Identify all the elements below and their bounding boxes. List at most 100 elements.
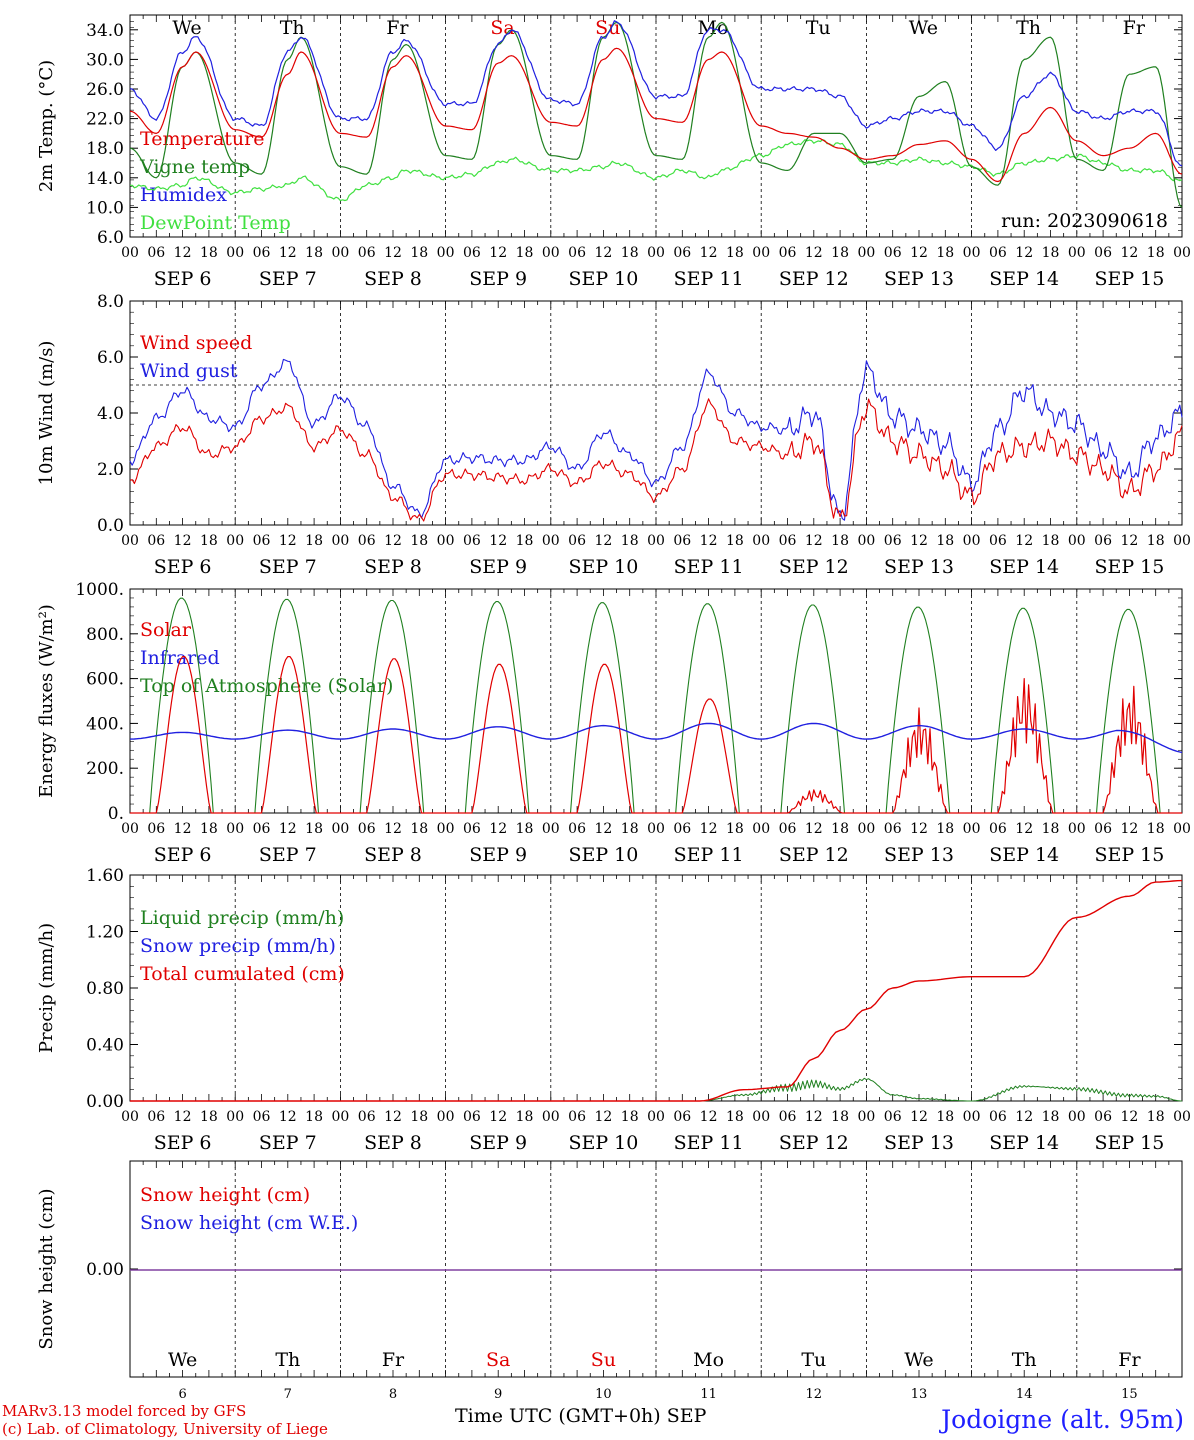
hour-tick-label: 00 [963, 1109, 981, 1125]
hour-tick-label: 00 [226, 1109, 244, 1125]
date-label: SEP 7 [259, 844, 317, 866]
hour-tick-label: 00 [647, 533, 665, 549]
y-tick-label: 10.0 [86, 198, 124, 218]
hour-tick-label: 06 [884, 533, 902, 549]
hour-tick-label: 12 [700, 1109, 718, 1125]
hour-tick-label: 06 [779, 245, 797, 261]
hour-tick-label: 18 [516, 1109, 534, 1125]
hour-tick-label: 12 [1015, 245, 1033, 261]
hour-tick-label: 00 [226, 821, 244, 837]
hour-tick-label: 06 [358, 1109, 376, 1125]
y-tick-label: 0.00 [86, 1260, 124, 1280]
hour-tick-label: 06 [463, 821, 481, 837]
hour-tick-label: 18 [1042, 245, 1060, 261]
hour-tick-label: 12 [700, 533, 718, 549]
date-label: SEP 8 [364, 268, 422, 290]
legend-snow-precip-mm-h-: Snow precip (mm/h) [140, 935, 336, 957]
hour-tick-label: 00 [331, 245, 349, 261]
legend-liquid-precip-mm-h-: Liquid precip (mm/h) [140, 907, 344, 929]
hour-tick-label: 06 [1094, 245, 1112, 261]
hour-tick-label: 12 [594, 533, 612, 549]
hour-tick-label: 12 [384, 533, 402, 549]
hour-tick-label: 18 [516, 245, 534, 261]
date-label: SEP 13 [884, 844, 954, 866]
date-label: SEP 12 [779, 556, 849, 578]
hour-tick-label: 00 [647, 1109, 665, 1125]
hour-tick-label: 12 [594, 1109, 612, 1125]
date-label: SEP 9 [469, 844, 527, 866]
y-axis-label: Energy fluxes (W/m²) [36, 604, 57, 798]
hour-tick-label: 06 [884, 821, 902, 837]
series-humidex [129, 20, 1183, 167]
date-label: SEP 8 [364, 1132, 422, 1154]
legend-dewpoint-temp: DewPoint Temp [140, 212, 291, 234]
hour-tick-label: 18 [831, 245, 849, 261]
hour-tick-label: 18 [726, 821, 744, 837]
hour-tick-label: 12 [279, 821, 297, 837]
date-label: SEP 14 [989, 1132, 1059, 1154]
hour-tick-label: 12 [805, 821, 823, 837]
legend-wind-speed: Wind speed [140, 332, 252, 354]
day-name-label: We [168, 1349, 197, 1371]
hour-tick-label: 18 [831, 821, 849, 837]
model-credit: MARv3.13 model forced by GFS [2, 1402, 247, 1420]
day-number-label: 14 [1016, 1387, 1033, 1402]
hour-tick-label: 06 [147, 533, 165, 549]
y-tick-label: 0.40 [86, 1036, 124, 1056]
hour-tick-label: 18 [410, 821, 428, 837]
legend-snow-height-cm-w-e-: Snow height (cm W.E.) [140, 1212, 358, 1234]
date-label: SEP 10 [568, 268, 638, 290]
hour-tick-label: 12 [174, 533, 192, 549]
y-tick-label: 34.0 [86, 21, 124, 41]
hour-tick-label: 12 [700, 245, 718, 261]
hour-tick-label: 18 [200, 1109, 218, 1125]
hour-tick-label: 06 [358, 533, 376, 549]
hour-tick-label: 00 [121, 821, 139, 837]
hour-tick-label: 18 [621, 533, 639, 549]
series-wind-speed [129, 398, 1183, 522]
hour-tick-label: 06 [568, 821, 586, 837]
hour-tick-label: 12 [1015, 533, 1033, 549]
hour-tick-label: 12 [279, 245, 297, 261]
hour-tick-label: 06 [253, 1109, 271, 1125]
hour-tick-label: 06 [463, 1109, 481, 1125]
hour-tick-label: 18 [726, 533, 744, 549]
date-label: SEP 9 [469, 268, 527, 290]
day-name-label: We [909, 17, 938, 39]
hour-tick-label: 18 [200, 533, 218, 549]
day-name-label: Sa [486, 1349, 510, 1371]
hour-tick-label: 06 [673, 1109, 691, 1125]
hour-tick-label: 00 [121, 533, 139, 549]
plot-frame-3 [129, 588, 1183, 814]
hour-tick-label: 12 [1015, 1109, 1033, 1125]
hour-tick-label: 06 [568, 1109, 586, 1125]
date-label: SEP 15 [1094, 268, 1164, 290]
hour-tick-label: 18 [1042, 533, 1060, 549]
hour-tick-label: 18 [621, 821, 639, 837]
day-number-label: 6 [178, 1387, 186, 1402]
day-number-label: 12 [806, 1387, 823, 1402]
date-label: SEP 7 [259, 268, 317, 290]
day-name-label: Su [595, 17, 620, 39]
day-name-label: Tu [806, 17, 831, 39]
hour-tick-label: 12 [384, 245, 402, 261]
hour-tick-label: 06 [147, 821, 165, 837]
hour-tick-label: 12 [805, 245, 823, 261]
hour-tick-label: 18 [1042, 1109, 1060, 1125]
hour-tick-label: 12 [174, 821, 192, 837]
hour-tick-label: 18 [200, 821, 218, 837]
hour-tick-label: 18 [936, 533, 954, 549]
hour-tick-label: 18 [516, 533, 534, 549]
date-label: SEP 15 [1094, 556, 1164, 578]
date-label: SEP 7 [259, 1132, 317, 1154]
hour-tick-label: 06 [358, 245, 376, 261]
date-label: SEP 13 [884, 556, 954, 578]
day-name-label: Sa [490, 17, 514, 39]
date-label: SEP 14 [989, 268, 1059, 290]
hour-tick-label: 06 [884, 245, 902, 261]
y-tick-label: 200. [86, 759, 124, 779]
hour-tick-label: 06 [463, 245, 481, 261]
hour-tick-label: 00 [226, 245, 244, 261]
hour-tick-label: 00 [1068, 1109, 1086, 1125]
hour-tick-label: 18 [726, 245, 744, 261]
